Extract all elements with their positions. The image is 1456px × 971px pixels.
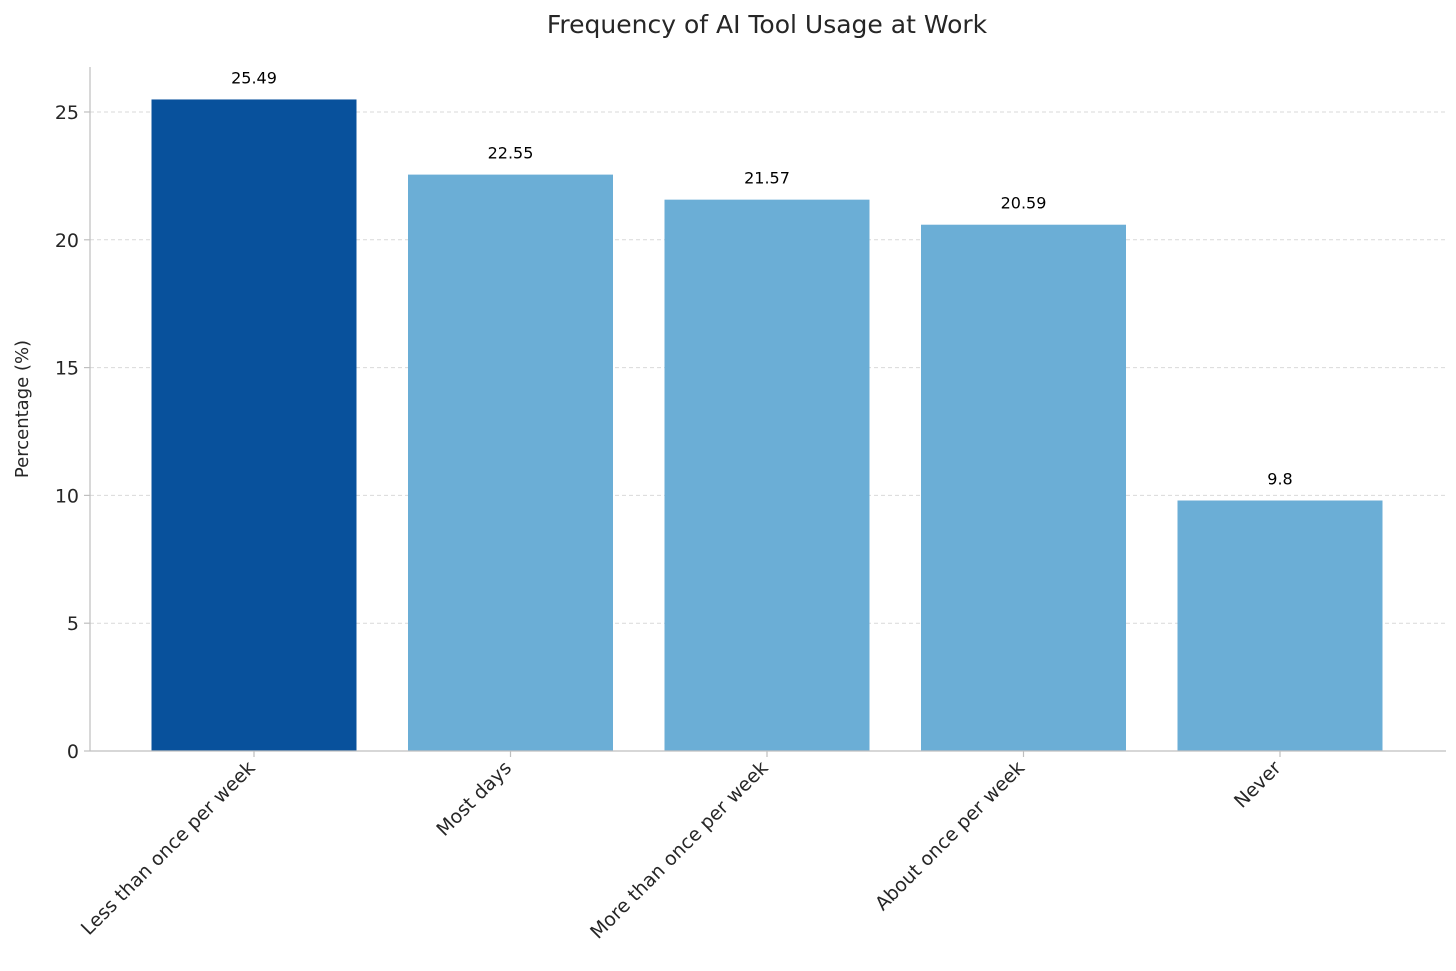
y-tick-label: 0 bbox=[67, 741, 79, 763]
data-label: 21.57 bbox=[744, 169, 790, 188]
y-tick-label: 20 bbox=[55, 230, 79, 252]
bar bbox=[664, 199, 870, 752]
bar bbox=[921, 224, 1126, 752]
data-labels: 25.49 22.55 21.57 20.59 9.8 bbox=[231, 68, 1293, 488]
x-tick-label: More than once per week bbox=[586, 757, 772, 943]
x-tick-label: Less than once per week bbox=[77, 757, 260, 940]
bars bbox=[151, 99, 1383, 752]
x-tick-label: Never bbox=[1230, 757, 1286, 813]
y-axis-label: Percentage (%) bbox=[12, 340, 33, 478]
x-axis-ticks: Less than once per week Most days More tha… bbox=[77, 751, 1286, 943]
bar bbox=[151, 99, 357, 751]
x-tick-label: Most days bbox=[432, 757, 516, 841]
y-tick-label: 10 bbox=[55, 485, 79, 507]
y-tick-label: 5 bbox=[67, 613, 79, 635]
data-label: 25.49 bbox=[231, 68, 277, 87]
data-label: 9.8 bbox=[1267, 470, 1292, 489]
data-label: 22.55 bbox=[488, 144, 534, 163]
x-tick-label: About once per week bbox=[871, 757, 1029, 915]
bar bbox=[408, 174, 613, 751]
y-tick-label: 25 bbox=[55, 102, 79, 124]
axes bbox=[89, 67, 1446, 752]
y-axis-ticks: 0 5 10 15 20 25 bbox=[55, 102, 90, 763]
data-label: 20.59 bbox=[1001, 194, 1047, 213]
chart-title: Frequency of AI Tool Usage at Work bbox=[547, 10, 988, 39]
bar bbox=[1177, 500, 1383, 751]
y-tick-label: 15 bbox=[55, 358, 79, 380]
